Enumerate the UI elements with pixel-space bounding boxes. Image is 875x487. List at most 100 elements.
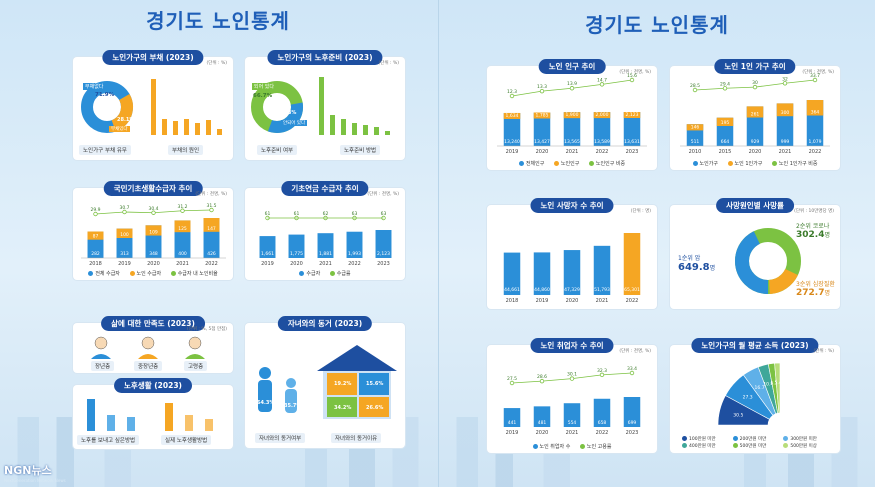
bar (503, 252, 521, 295)
bar-label: 282 (91, 251, 100, 257)
cause-name: 코로나 (812, 223, 830, 230)
bar-label: 441 (508, 420, 517, 426)
bar-label: 313 (120, 251, 129, 257)
bar-sub (174, 220, 191, 233)
legend-item: 노인 고용률 (586, 444, 612, 450)
legend-item: 노인인구 비중 (595, 161, 626, 167)
x-tick-label: 2023 (626, 149, 639, 155)
not-prepared-label: 안되어 있다 (281, 120, 308, 126)
bar (533, 406, 551, 427)
basic-living-chart: 282 87 2018 313 100 2019 348 109 2020 400 125 2021 4… (81, 203, 226, 267)
slice-label: 16.7 (755, 385, 765, 391)
page-title-left: 경기도 노인통계 (146, 9, 290, 33)
cause-second: 2순위 코로나 302.4명 (796, 221, 830, 240)
point-label: 33.7 (810, 73, 820, 79)
x-tick-label: 2021 (566, 430, 579, 436)
donut-cancer (735, 228, 801, 294)
bar (563, 403, 581, 427)
right-panel: 경기도 노인통계 노인 인구 추이 (단위 : 천명, %) 13,240 1,6… (438, 0, 875, 487)
line-point (93, 211, 98, 217)
line-point (692, 87, 698, 93)
unit-label: (단위 : 천명, %) (802, 70, 834, 75)
x-tick-label: 2019 (261, 261, 274, 267)
cause-first: 1순위 암 649.8명 (678, 253, 715, 273)
cohabit-caption-left: 자녀와의 동거여부 (255, 433, 306, 443)
bar-sub (503, 112, 521, 119)
cause-name: 심장질환 (812, 281, 835, 288)
bar-sub (686, 124, 704, 131)
income-chart: 30.5 27.316.710.46.35.4 (717, 362, 782, 426)
cause-value: 649.8 (678, 262, 710, 273)
bar-label: 87 (93, 234, 99, 240)
x-tick-label: 2022 (596, 430, 609, 436)
retire-caption-right: 노후준비 방법 (340, 145, 381, 155)
bar (533, 252, 551, 295)
card-cohabitation: 자녀와의 동거 (2023) 64.3% 35.7% 19.2% 15.6% 3… (245, 316, 405, 448)
bar-total (503, 112, 521, 146)
bar-total (623, 112, 641, 146)
pct-b: 35.7% (284, 403, 302, 409)
income-legend: 100만원 미만 200만원 미만 300만원 미만 400만원 미만 500만… (682, 436, 832, 449)
later-life-bars (87, 399, 213, 431)
prepared-label: 되어 있다 (252, 83, 276, 90)
pct-d: 15.6% (366, 381, 384, 387)
bar-label: 511 (691, 139, 700, 145)
x-tick-label: 2019 (118, 261, 131, 267)
employment-chart: 441 2019 481 2020 554 2021 658 2022 699 2023 27.5 2… (503, 366, 641, 436)
legend: 노인 취업자 수 노인 고용률 (487, 443, 657, 450)
bar-label: 2,000 (596, 112, 609, 118)
legend-item: 노인 1인가구 (734, 161, 763, 167)
bar-label: 13,427 (534, 139, 550, 145)
line-point (180, 208, 185, 213)
point-label: 30.1 (567, 372, 577, 378)
bar-sub (593, 112, 611, 119)
bar-label: 1,993 (348, 251, 361, 257)
bar (593, 245, 611, 295)
legend-item: 500만원 미만 (739, 444, 767, 449)
person-icon (91, 336, 111, 359)
x-tick-label: 2019 (506, 149, 519, 155)
legend-item: 200만원 미만 (739, 437, 767, 442)
bar-label: 348 (149, 251, 158, 257)
pct-c: 19.2% (334, 381, 352, 387)
cause-unit: 명 (824, 232, 830, 239)
card-title: 기초연금 수급자 추이 (281, 181, 369, 196)
later-life-caption-left: 노후를 보내고 싶은방법 (77, 435, 140, 445)
card-income: 노인가구의 월 평균 소득 (2023) (단위 : %) 30.5 27.3 16… (670, 338, 840, 453)
bar-sub (716, 117, 734, 127)
line-point (629, 370, 635, 376)
card-title: 사망원인별 사망률 (716, 198, 794, 213)
slice-label: 6.3 (770, 380, 777, 386)
cause-name: 암 (694, 255, 701, 262)
x-tick-label: 2020 (536, 430, 549, 436)
bar-label: 261 (751, 112, 760, 118)
x-tick-label: 2019 (536, 298, 549, 304)
unit-label: (단위 : 천명, %) (619, 349, 651, 354)
bar-label: 481 (538, 420, 547, 426)
point-label: 29.4 (720, 81, 730, 87)
card-title: 노후생활 (2023) (114, 378, 192, 393)
donut-debt (81, 81, 133, 133)
bar (503, 408, 521, 427)
bar-label: 65,301 (624, 287, 640, 293)
bar-sub (145, 225, 162, 236)
point-label: 61 (265, 211, 271, 217)
card-title: 삶에 대한 만족도 (2023) (101, 316, 205, 331)
bar-label: 13,240 (504, 139, 520, 145)
point-label: 63 (381, 211, 387, 217)
cause-third: 3순위 심장질환 272.7명 (796, 279, 835, 298)
card-title: 노인가구의 부채 (2023) (102, 50, 204, 65)
bar-label: 13,565 (564, 139, 580, 145)
point-label: 33.4 (627, 366, 637, 372)
pct-e: 34.2% (334, 405, 352, 411)
legend: 전체인구 노인인구 노인인구 비중 (487, 160, 657, 167)
deaths-chart: 44,661 2018 44,860 2019 47,329 2020 51,793 2021… (503, 233, 641, 304)
x-tick-label: 2021 (779, 149, 792, 155)
card-title: 노인 취업자 수 추이 (530, 338, 614, 353)
legend-item: 100만원 미만 (689, 437, 716, 442)
line-point (599, 372, 605, 378)
x-tick-label: 2021 (176, 261, 189, 267)
card-title: 국민기초생활수급자 추이 (103, 181, 203, 196)
x-tick-label: 2021 (319, 261, 332, 267)
bar-sub (623, 112, 641, 118)
